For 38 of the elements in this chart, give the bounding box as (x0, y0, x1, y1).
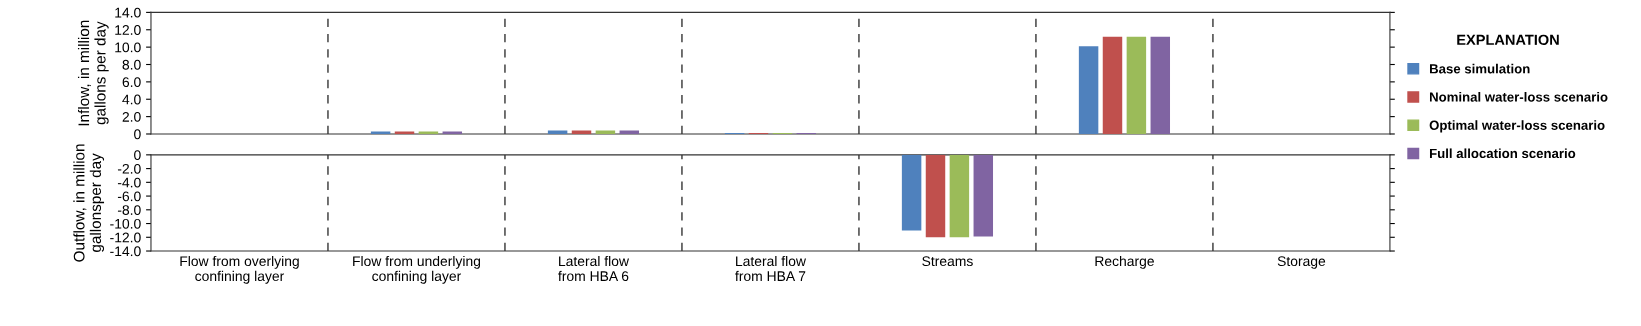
x-tick-label: Recharge (1095, 255, 1154, 269)
y-tick-label: 0 (134, 150, 141, 161)
y-tick-label: -2.0 (117, 163, 141, 174)
legend-label: Full allocation scenario (1429, 148, 1576, 159)
x-tick-label: Streams (922, 256, 973, 267)
legend-label: Optimal water-loss scenario (1429, 120, 1605, 133)
y-tick-label: 10.0 (115, 42, 141, 53)
x-tick-label: Flow from overlying confining layer (180, 255, 299, 284)
y-tick-label: -12.0 (110, 232, 141, 243)
bar (1102, 36, 1123, 134)
y-tick-label: 4.0 (122, 94, 141, 105)
x-tick-label: Lateral flow from HBA 7 (735, 255, 806, 282)
y-tick-label: 8.0 (122, 59, 141, 70)
y-tick-label: 12.0 (115, 25, 141, 35)
y-tick-label: 14.0 (115, 7, 141, 18)
legend-title: EXPLANATION (1457, 34, 1559, 46)
y-tick-label: -8.0 (117, 205, 141, 215)
y-tick-label: -14.0 (110, 246, 141, 257)
bar (418, 131, 439, 134)
y-tick-label: 0 (134, 129, 141, 140)
y-tick-label: -4.0 (117, 177, 141, 188)
bar (1078, 46, 1099, 134)
y-tick-label: 2.0 (122, 111, 141, 122)
bar (370, 131, 391, 134)
x-tick-label: Storage (1277, 256, 1326, 269)
y-tick-label: 6.0 (122, 77, 141, 88)
y-axis-title: Outflow, in million gallonsper day (73, 144, 105, 262)
legend-label: Nominal water-loss scenario (1429, 92, 1608, 102)
y-tick-label: -10.0 (110, 218, 141, 229)
bar (1150, 36, 1171, 134)
bar (1126, 36, 1147, 134)
bar (394, 131, 415, 134)
legend-label: Base simulation (1429, 63, 1530, 74)
x-tick-label: Flow from underlying confining layer (353, 255, 481, 284)
y-tick-label: -6.0 (117, 191, 141, 202)
x-tick-label: Lateral flow from HBA 6 (558, 255, 630, 282)
bar (442, 131, 463, 134)
y-axis-title: Inflow, in million gallons per day (77, 20, 109, 126)
